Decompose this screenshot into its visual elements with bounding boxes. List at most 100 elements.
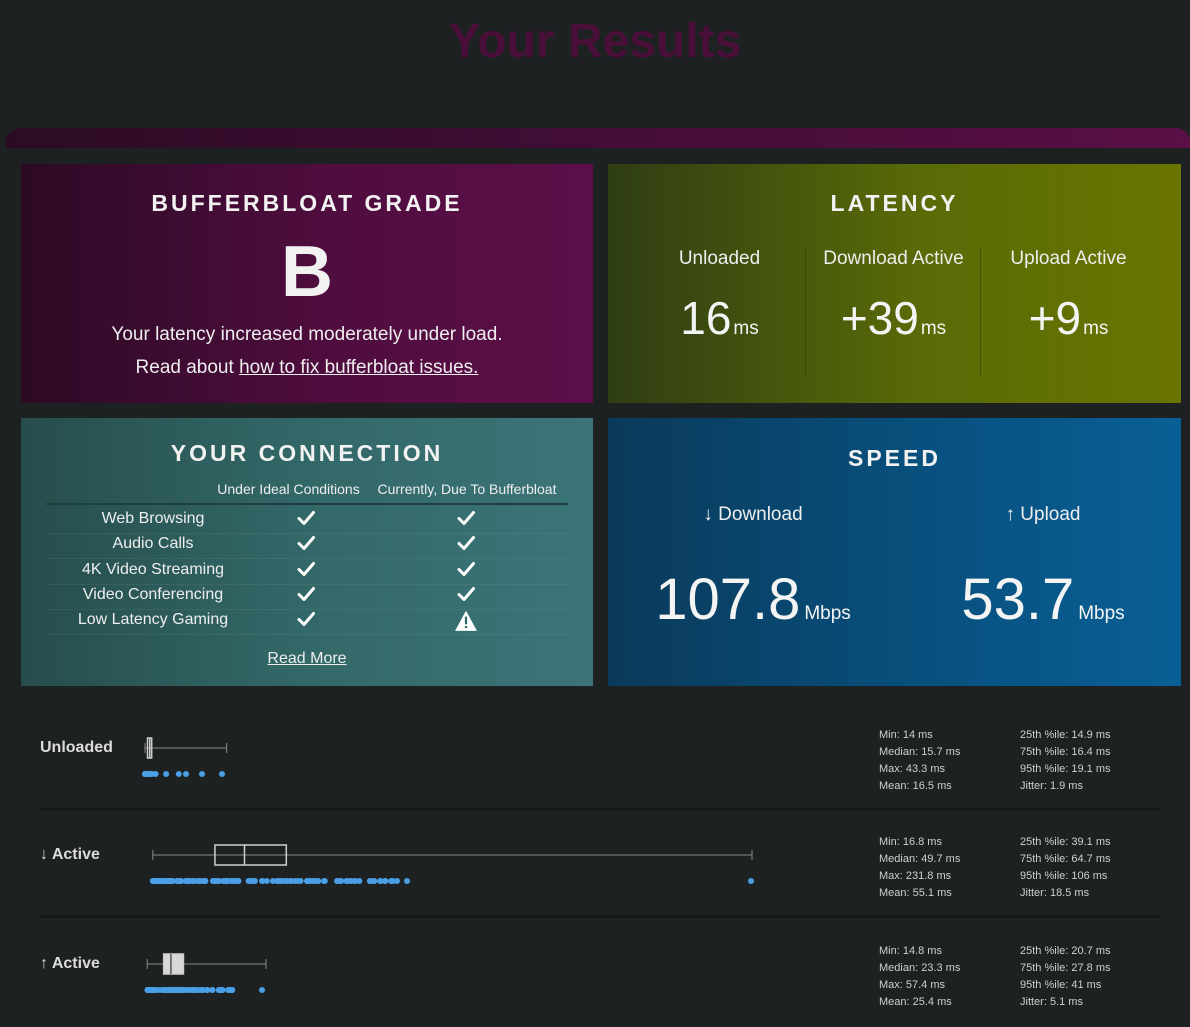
- speed-card: SPEED ↓ Download 107.8 Mbps ↑ Upload 53.7…: [608, 418, 1181, 686]
- stat-label: ↓ Active: [40, 846, 100, 863]
- check-icon: [457, 586, 475, 601]
- connection-row-name: Video Conferencing: [82, 585, 224, 603]
- latency-divider: [805, 248, 806, 376]
- stat-summary: Min: 14.8 ms Median: 23.3 ms Max: 57.4 ms M…: [879, 943, 960, 1011]
- upload-unit: Mbps: [1078, 603, 1125, 624]
- stat-percentiles: 25th %ile: 39.1 ms 75th %ile: 64.7 ms 95th…: [1020, 834, 1111, 902]
- ideal-status: [256, 508, 356, 533]
- sample-dot: [203, 987, 210, 993]
- latency-upload-label: Upload Active: [1010, 248, 1127, 269]
- connection-row: Low Latency Gaming: [46, 609, 568, 638]
- warning-icon: [455, 610, 477, 632]
- connection-header-rule: [46, 503, 568, 505]
- stat-p75: 75th %ile: 16.4 ms: [1020, 746, 1111, 758]
- sample-dot: [154, 878, 161, 884]
- sample-dot: [320, 878, 327, 884]
- sample-dot: [368, 878, 375, 884]
- col-current-bufferbloat: Currently, Due To Bufferbloat: [377, 481, 557, 497]
- sample-dot: [259, 987, 265, 993]
- sample-dot: [304, 878, 311, 884]
- sample-dot: [219, 771, 225, 777]
- current-status: [416, 609, 516, 638]
- sample-dot: [179, 987, 186, 993]
- bufferbloat-grade-card: BUFFERBLOAT GRADE B Your latency increas…: [21, 164, 593, 403]
- read-more-link[interactable]: Read More: [267, 650, 347, 667]
- check-icon: [297, 612, 315, 627]
- sample-dot: [190, 987, 197, 993]
- stat-p25: 25th %ile: 14.9 ms: [1020, 729, 1111, 741]
- sample-dot: [202, 878, 209, 884]
- sample-dot: [381, 878, 388, 884]
- connection-row: Audio Calls: [46, 533, 568, 560]
- stat-min: Min: 14 ms: [879, 729, 933, 741]
- sample-dot: [169, 878, 176, 884]
- latency-download-label: Download Active: [823, 248, 964, 269]
- latency-boxplot: [144, 953, 267, 993]
- sample-dot: [170, 987, 177, 993]
- check-icon: [297, 536, 315, 551]
- stat-median: Median: 49.7 ms: [879, 853, 961, 865]
- sample-dot: [223, 878, 230, 884]
- stat-p25: 25th %ile: 39.1 ms: [1020, 836, 1111, 848]
- download-unit: Mbps: [804, 603, 851, 624]
- stat-min: Min: 16.8 ms: [879, 836, 942, 848]
- current-status: [416, 559, 516, 584]
- sample-dot: [245, 878, 252, 884]
- stat-jitter: Jitter: 1.9 ms: [1020, 780, 1083, 792]
- grade-letter: B: [281, 232, 333, 312]
- fix-bufferbloat-link[interactable]: how to fix bufferbloat issues.: [239, 357, 479, 378]
- results-top-bar: [6, 128, 1190, 150]
- stat-median: Median: 15.7 ms: [879, 746, 961, 758]
- stat-max: Max: 231.8 ms: [879, 870, 952, 882]
- stat-label: Unloaded: [40, 739, 113, 756]
- stat-mean: Mean: 55.1 ms: [879, 887, 952, 899]
- sample-dot: [176, 878, 183, 884]
- check-icon: [297, 586, 315, 601]
- box-iqr: [162, 953, 185, 975]
- sample-dot: [334, 878, 341, 884]
- stat-p75: 75th %ile: 64.7 ms: [1020, 853, 1111, 865]
- current-status: [416, 533, 516, 558]
- sample-dot: [152, 771, 159, 777]
- latency-card: LATENCY Unloaded 16 ms Download Active +3…: [608, 164, 1181, 403]
- stat-p75: 75th %ile: 27.8 ms: [1020, 962, 1111, 974]
- stat-max: Max: 43.3 ms: [879, 763, 946, 775]
- sample-dot: [175, 771, 182, 777]
- latency-upload-active: Upload Active +9 ms: [981, 248, 1156, 378]
- sample-dot: [209, 987, 216, 993]
- stat-percentiles: 25th %ile: 14.9 ms 75th %ile: 16.4 ms 95th…: [1020, 727, 1111, 795]
- current-status: [416, 508, 516, 533]
- page-title: Your Results: [448, 15, 742, 68]
- sample-dot: [263, 878, 270, 884]
- stat-mean: Mean: 16.5 ms: [879, 780, 952, 792]
- stat-summary: Min: 14 ms Median: 15.7 ms Max: 43.3 ms Mea…: [879, 727, 960, 795]
- latency-boxplot: [149, 844, 754, 884]
- stat-separator: [40, 808, 1161, 811]
- download-value: 107.8: [655, 567, 801, 632]
- stat-separator: [40, 915, 1161, 918]
- latency-download-value: +39: [840, 292, 919, 344]
- grade-read-prefix: Read about: [135, 357, 240, 378]
- stat-median: Median: 23.3 ms: [879, 962, 961, 974]
- sample-dot: [389, 878, 396, 884]
- upload-label: ↑ Upload: [1005, 504, 1081, 525]
- connection-row-name: Web Browsing: [101, 510, 205, 527]
- grade-description: Your latency increased moderately under …: [111, 324, 503, 345]
- latency-upload-unit: ms: [1083, 318, 1109, 339]
- sample-dot: [404, 878, 410, 884]
- sample-dot: [190, 878, 197, 884]
- sample-dot: [145, 987, 152, 993]
- latency-divider: [980, 248, 981, 376]
- sample-dot: [291, 878, 298, 884]
- latency-heading: LATENCY: [830, 190, 959, 216]
- sample-dot: [309, 878, 316, 884]
- col-ideal-conditions: Under Ideal Conditions: [217, 481, 360, 497]
- connection-row-name: Low Latency Gaming: [77, 611, 229, 629]
- check-icon: [457, 561, 475, 576]
- sample-dot: [142, 771, 149, 777]
- latency-unloaded: Unloaded 16 ms: [632, 248, 807, 378]
- connection-row-name: Audio Calls: [112, 535, 194, 553]
- stat-p25: 25th %ile: 20.7 ms: [1020, 945, 1111, 957]
- stat-label: ↑ Active: [40, 955, 100, 972]
- grade-read-about: Read about how to fix bufferbloat issues…: [21, 357, 593, 379]
